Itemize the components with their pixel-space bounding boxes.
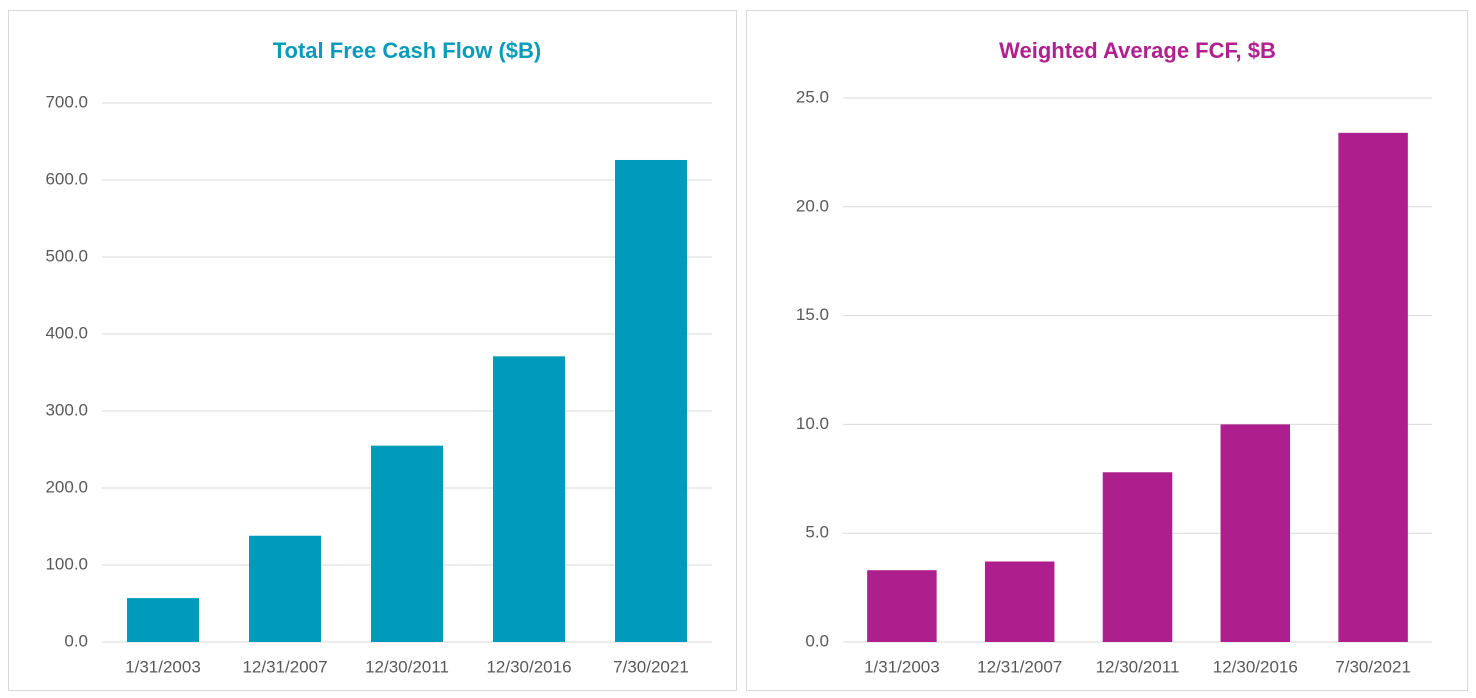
chart-title: Weighted Average FCF, $B bbox=[999, 38, 1276, 63]
y-tick-label: 600.0 bbox=[45, 169, 88, 188]
bar bbox=[1220, 424, 1291, 642]
bar bbox=[127, 598, 199, 642]
y-tick-label: 5.0 bbox=[805, 523, 829, 542]
bar bbox=[1102, 472, 1173, 642]
x-tick-label: 12/30/2011 bbox=[1096, 657, 1180, 676]
x-tick-label: 12/30/2016 bbox=[486, 657, 571, 676]
y-tick-label: 400.0 bbox=[45, 323, 88, 342]
y-tick-label: 200.0 bbox=[45, 477, 88, 496]
y-tick-label: 100.0 bbox=[45, 554, 88, 573]
x-tick-label: 12/30/2016 bbox=[1213, 657, 1298, 676]
bar bbox=[493, 356, 565, 642]
y-tick-label: 700.0 bbox=[45, 92, 88, 111]
y-tick-label: 500.0 bbox=[45, 246, 88, 265]
x-tick-label: 7/30/2021 bbox=[613, 657, 689, 676]
x-tick-label: 1/31/2003 bbox=[125, 657, 201, 676]
y-tick-label: 0.0 bbox=[64, 631, 88, 650]
y-tick-label: 0.0 bbox=[805, 631, 829, 650]
bar bbox=[867, 570, 937, 642]
y-tick-label: 15.0 bbox=[796, 305, 829, 324]
bar bbox=[1338, 132, 1408, 643]
bar bbox=[371, 445, 443, 642]
x-tick-label: 12/31/2007 bbox=[242, 657, 327, 676]
bar bbox=[249, 535, 321, 642]
x-tick-label: 12/31/2007 bbox=[977, 657, 1062, 676]
bar bbox=[984, 561, 1055, 642]
y-tick-label: 300.0 bbox=[45, 400, 88, 419]
chart-title: Total Free Cash Flow ($B) bbox=[273, 38, 542, 63]
x-tick-label: 12/30/2011 bbox=[365, 657, 449, 676]
y-tick-label: 20.0 bbox=[796, 196, 829, 215]
x-tick-label: 1/31/2003 bbox=[864, 657, 940, 676]
bar bbox=[615, 159, 687, 643]
y-tick-label: 10.0 bbox=[796, 414, 829, 433]
x-tick-label: 7/30/2021 bbox=[1335, 657, 1411, 676]
y-tick-label: 25.0 bbox=[796, 87, 829, 106]
